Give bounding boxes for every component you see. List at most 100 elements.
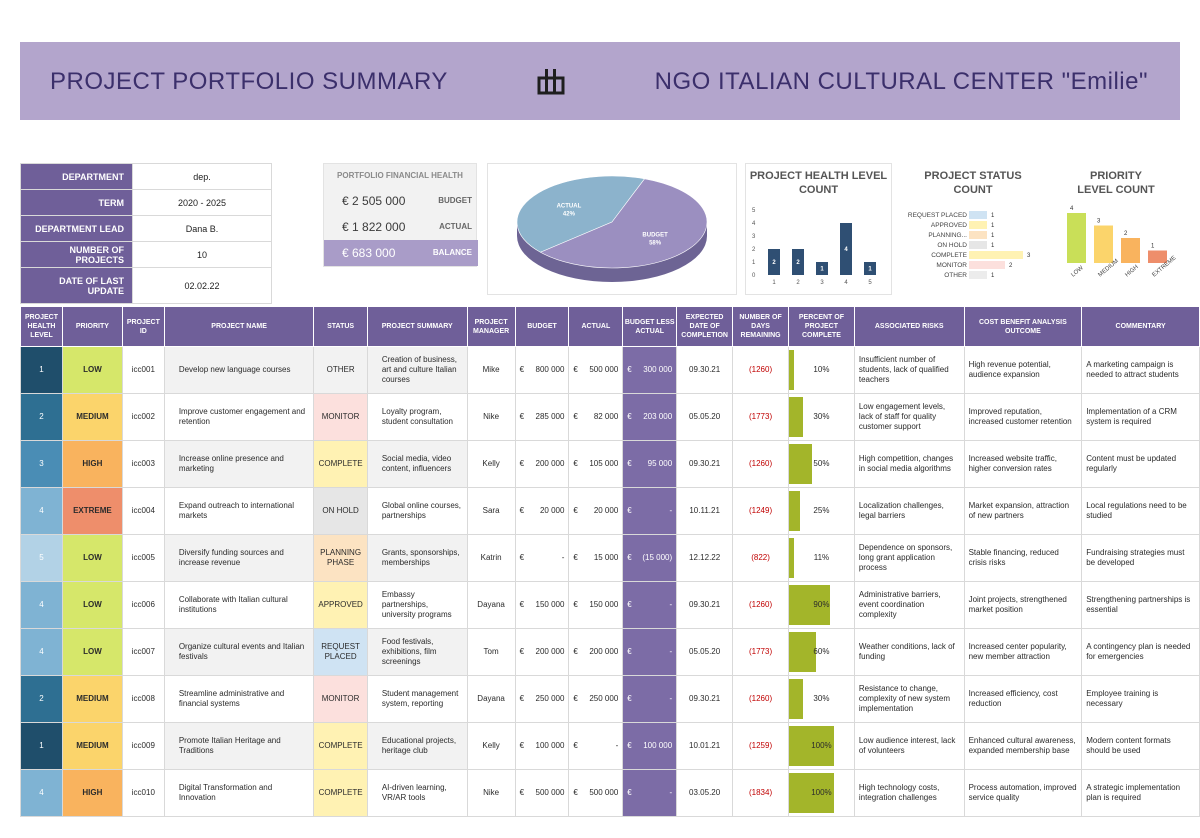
currency-symbol: € [627,694,632,703]
commentary-cell: A marketing campaign is needed to attrac… [1081,346,1200,394]
bar [969,261,1005,269]
y-tick-label: 2 [752,247,756,253]
currency-symbol: € [627,412,632,421]
money-value: € - [627,694,672,704]
x-category-label: HIGH [1124,264,1139,278]
budget-cell: €150 000 [514,581,570,629]
priority-cell: LOW [61,628,123,676]
project-id-cell: icc009 [121,722,165,770]
balance-total: € 683 000 [342,246,396,260]
progress-label: 60% [813,647,830,656]
table-row: 4 HIGH icc010 Digital Transformation and In… [20,769,1200,817]
bar-value-label: 2 [1124,231,1128,237]
budget-cell: €500 000 [514,769,570,817]
completion-date-cell: 09.30.21 [676,346,734,394]
money-value: € - [627,788,672,798]
completion-date-cell: 05.05.20 [676,628,734,676]
project-summary-cell: Grants, sponsorships, memberships [366,534,468,582]
project-summary-cell: Creation of business, art and culture It… [366,346,468,394]
y-tick-label: 3 [752,234,756,240]
budget-cell: €100 000 [514,722,570,770]
balance-row: € 683 000 BALANCE [324,240,478,266]
project-name-cell: Expand outreach to international markets [163,487,315,535]
progress-fill [789,350,794,390]
money-value: €100 000 [520,741,565,751]
percent-complete-cell: 100% [788,722,855,770]
bar [1094,225,1113,263]
y-category-label: APPROVED [931,222,967,229]
completion-date-cell: 10.11.21 [676,487,734,535]
table-header-cell: BUDGET [514,306,570,347]
amount: (15 000) [642,553,673,562]
progress-bar: 30% [789,679,854,719]
completion-date-cell: 09.30.21 [676,675,734,723]
bar [1067,213,1086,263]
budget-row: € 2 505 000 BUDGET [324,188,478,214]
currency-symbol: € [519,553,525,562]
status-cell: ON HOLD [313,487,368,535]
progress-fill [789,773,835,813]
project-summary-cell: Educational projects, heritage club [366,722,468,770]
actual-cell: €20 000 [568,487,624,535]
percent-complete-cell: 25% [788,487,855,535]
project-id-cell: icc005 [121,534,165,582]
pie-side [517,222,707,282]
money-value: €200 000 [573,647,618,657]
project-id-cell: icc001 [121,346,165,394]
project-summary-cell: AI-driven learning, VR/AR tools [366,769,468,817]
associated-risks-cell: Weather conditions, lack of funding [853,628,965,676]
health-level-cell: 4 [20,628,63,676]
health-level-chart: PROJECT HEALTH LEVEL COUNT 0 1 2 3 4 5 2 1 2 2 1 3 4… [745,163,892,295]
bar-value-label: 2 [772,260,776,266]
percent-complete-cell: 30% [788,393,855,441]
completion-date-cell: 03.05.20 [676,769,734,817]
y-category-label: REQUEST PLACED [908,212,967,219]
actual-cell: €250 000 [568,675,624,723]
table-header-cell: PERCENT OF PROJECT COMPLETE [788,306,855,347]
actual-cell: € - [568,722,624,770]
status-cell: OTHER [313,346,368,394]
project-manager-cell: Dayana [466,581,516,629]
amount: 285 000 [535,412,565,421]
table-row: 5 LOW icc005 Diversify funding sources and … [20,534,1200,582]
x-tick-label: 1 [772,280,776,286]
completion-date-cell: 10.01.21 [676,722,734,770]
y-category-label: OTHER [944,272,967,279]
financial-health-panel: PORTFOLIO FINANCIAL HEALTH € 2 505 000 B… [323,163,478,267]
commentary-cell: A strategic implementation plan is requi… [1081,769,1200,817]
money-value: € (15 000) [627,553,672,563]
money-value: €150 000 [573,600,618,610]
pie-slice [516,175,646,253]
money-value: €500 000 [520,788,565,798]
amount: 15 000 [593,553,619,562]
health-level-cell: 1 [20,722,63,770]
actual-cell: €200 000 [568,628,624,676]
budget-less-actual-cell: € - [622,628,678,676]
project-manager-cell: Kelly [466,440,516,488]
budget-cell: €800 000 [514,346,570,394]
progress-fill [789,491,801,531]
cost-benefit-cell: Enhanced cultural awareness, expanded me… [963,722,1083,770]
bar-value-label: 1 [991,233,995,239]
money-value: €300 000 [627,365,672,375]
currency-symbol: € [573,741,578,750]
bar-value-label: 1 [868,267,872,273]
amount: 105 000 [589,459,619,468]
currency-symbol: € [627,459,632,468]
currency-symbol: € [519,506,525,515]
currency-symbol: € [627,506,632,515]
amount: 200 000 [535,647,565,656]
health-level-cell: 1 [20,346,63,394]
budget-less-actual-cell: € - [622,675,678,723]
project-manager-cell: Katrin [466,534,516,582]
projects-label: NUMBER OF PROJECTS [20,241,133,268]
amount: 200 000 [589,647,619,656]
priority-cell: HIGH [61,769,123,817]
progress-fill [789,397,803,437]
budget-less-actual-cell: € - [622,487,678,535]
currency-symbol: € [573,506,578,515]
associated-risks-cell: Administrative barriers, event coordinat… [853,581,965,629]
currency-symbol: € [627,553,632,562]
currency-symbol: € [519,600,525,609]
currency-symbol: € [573,694,578,703]
